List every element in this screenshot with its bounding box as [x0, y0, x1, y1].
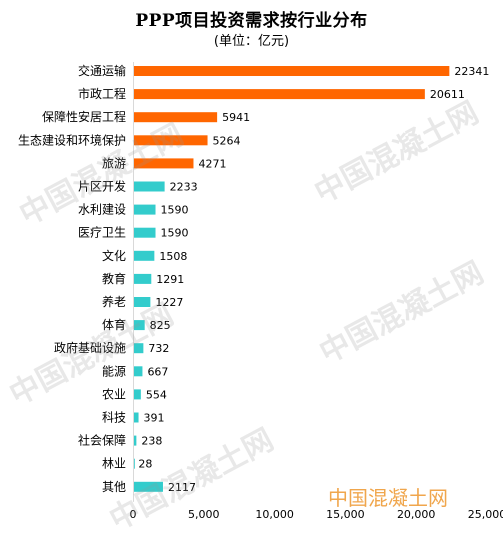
data-label: 667 — [147, 365, 168, 378]
data-label: 28 — [138, 458, 152, 471]
data-label: 22341 — [454, 65, 489, 78]
x-tick-label: 0 — [130, 508, 137, 521]
category-label: 医疗卫生 — [78, 226, 126, 240]
data-label: 5264 — [213, 134, 241, 147]
bar — [134, 66, 450, 76]
data-label: 1590 — [161, 227, 189, 240]
category-label: 片区开发 — [78, 179, 126, 194]
bar — [134, 89, 425, 100]
bar — [134, 297, 151, 307]
category-label: 生态建设和环境保护 — [18, 132, 126, 147]
watermark-brand: 中国混凝土网 — [328, 486, 448, 510]
data-label: 1291 — [156, 273, 184, 286]
category-label: 文化 — [102, 248, 126, 263]
data-label: 238 — [141, 435, 162, 448]
data-label: 825 — [150, 319, 171, 332]
bar — [134, 250, 155, 261]
data-label: 1590 — [161, 204, 189, 217]
bar — [134, 343, 144, 354]
category-label: 林业 — [102, 457, 126, 471]
bar — [134, 320, 145, 331]
data-label: 2117 — [168, 481, 196, 494]
category-label: 水利建设 — [78, 203, 126, 217]
category-label: 科技 — [102, 411, 126, 425]
category-label: 交通运输 — [78, 63, 126, 78]
category-label: 养老 — [102, 294, 126, 309]
bar — [134, 389, 141, 400]
category-label: 市政工程 — [78, 86, 126, 101]
chart-title: PPP项目投资需求按行业分布 — [135, 11, 368, 31]
bar — [134, 458, 135, 469]
data-label: 4271 — [198, 157, 226, 170]
data-label: 391 — [144, 412, 165, 425]
bar — [134, 158, 194, 169]
data-label: 1227 — [155, 296, 183, 309]
bar — [134, 227, 156, 238]
category-label: 教育 — [102, 271, 126, 286]
category-label: 旅游 — [102, 156, 126, 170]
data-label: 2233 — [170, 181, 198, 194]
bar — [134, 366, 143, 377]
bar — [134, 435, 137, 446]
category-label: 其他 — [102, 480, 126, 494]
category-label: 保障性安居工程 — [42, 109, 126, 124]
category-label: 农业 — [102, 387, 126, 401]
chart-subtitle: (单位：亿元) — [213, 34, 290, 49]
data-label: 5941 — [222, 111, 250, 124]
bar — [134, 273, 152, 284]
data-label: 554 — [146, 388, 167, 401]
category-label: 社会保障 — [78, 433, 126, 448]
bar — [134, 481, 163, 492]
category-label: 体育 — [102, 317, 126, 332]
x-tick-label: 25,000 — [468, 508, 503, 521]
bar — [134, 412, 139, 423]
data-label: 1508 — [159, 250, 187, 263]
bar — [134, 204, 156, 215]
category-label: 政府基础设施 — [54, 340, 126, 355]
data-label: 20611 — [430, 88, 465, 101]
x-tick-label: 20,000 — [397, 508, 436, 521]
bar — [134, 135, 208, 146]
x-tick-label: 5,000 — [188, 508, 220, 521]
category-label: 能源 — [102, 364, 126, 378]
x-tick-label: 15,000 — [326, 508, 365, 521]
x-tick-label: 10,000 — [255, 508, 294, 521]
data-label: 732 — [148, 342, 169, 355]
bar — [134, 112, 218, 123]
bar — [134, 181, 165, 192]
